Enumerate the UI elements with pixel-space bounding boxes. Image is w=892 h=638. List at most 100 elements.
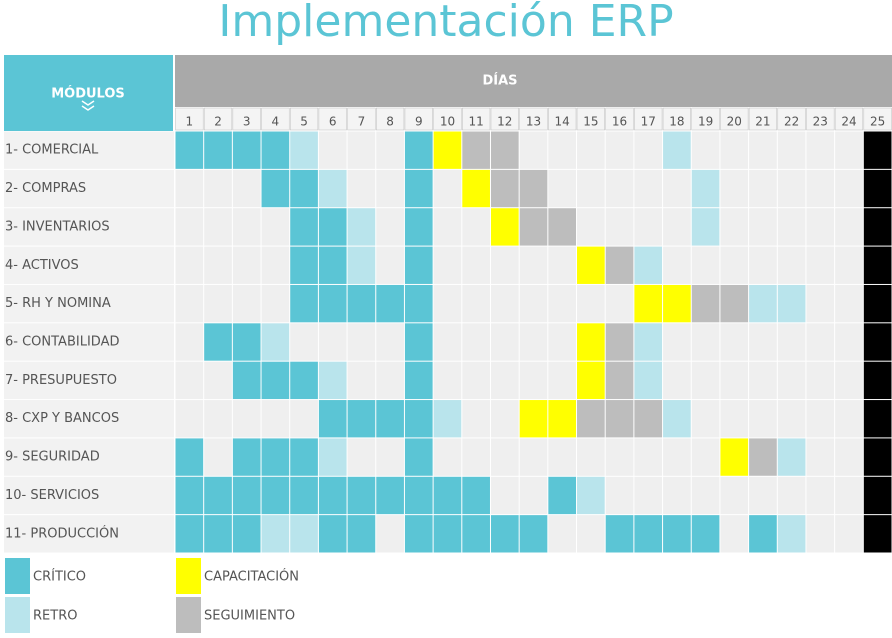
schedule-cell — [806, 169, 835, 208]
schedule-cell — [433, 131, 462, 169]
schedule-cell — [577, 323, 605, 361]
schedule-cell — [605, 323, 634, 361]
schedule-cell — [232, 400, 261, 438]
schedule-cell — [605, 131, 634, 169]
schedule-cell — [663, 284, 691, 323]
row-label: 7- PRESUPUESTO — [5, 373, 117, 388]
schedule-cell — [749, 400, 777, 438]
schedule-cell — [490, 438, 519, 476]
schedule-cell — [232, 323, 261, 361]
legend-label: RETRO — [33, 609, 77, 624]
schedule-cell — [433, 476, 462, 515]
schedule-cell — [175, 476, 204, 515]
schedule-cell — [204, 400, 232, 438]
schedule-cell — [490, 169, 519, 208]
schedule-cell — [863, 323, 892, 361]
schedule-cell — [204, 323, 232, 361]
day-number: 9 — [415, 115, 423, 129]
schedule-cell — [175, 246, 204, 284]
schedule-cell — [290, 323, 318, 361]
schedule-cell — [720, 400, 749, 438]
schedule-cell — [290, 169, 318, 208]
row-label: 2- COMPRAS — [5, 181, 86, 196]
schedule-cell — [404, 169, 433, 208]
schedule-cell — [835, 169, 863, 208]
schedule-cell — [462, 323, 490, 361]
schedule-cell — [835, 246, 863, 284]
schedule-cell — [290, 361, 318, 400]
schedule-cell — [663, 438, 691, 476]
schedule-cell — [290, 438, 318, 476]
schedule-cell — [519, 515, 548, 553]
day-number: 4 — [272, 115, 280, 129]
day-number: 16 — [612, 115, 627, 129]
day-number: 23 — [813, 115, 828, 129]
schedule-cell — [720, 169, 749, 208]
schedule-cell — [376, 438, 404, 476]
schedule-cell — [290, 476, 318, 515]
schedule-cell — [175, 400, 204, 438]
schedule-cell — [605, 361, 634, 400]
day-cell — [834, 107, 864, 131]
day-cell — [634, 107, 663, 131]
day-number: 14 — [555, 115, 570, 129]
schedule-cell — [691, 169, 720, 208]
day-number: 3 — [243, 115, 251, 129]
row-label-bg — [4, 284, 174, 323]
schedule-cell — [261, 476, 290, 515]
schedule-cell — [318, 476, 347, 515]
schedule-cell — [204, 361, 232, 400]
schedule-cell — [232, 131, 261, 169]
schedule-cell — [605, 208, 634, 246]
schedule-cell — [863, 400, 892, 438]
schedule-cell — [204, 476, 232, 515]
day-number: 20 — [727, 115, 742, 129]
schedule-cell — [376, 131, 404, 169]
schedule-cell — [376, 323, 404, 361]
schedule-cell — [347, 438, 376, 476]
day-number: 1 — [186, 115, 194, 129]
schedule-cell — [577, 284, 605, 323]
schedule-cell — [806, 323, 835, 361]
schedule-cell — [290, 246, 318, 284]
schedule-cell — [519, 323, 548, 361]
schedule-cell — [232, 361, 261, 400]
schedule-cell — [347, 515, 376, 553]
days-label: DÍAS — [482, 73, 517, 89]
schedule-cell — [290, 131, 318, 169]
chevron-icon — [81, 100, 95, 111]
schedule-cell — [318, 208, 347, 246]
schedule-cell — [519, 438, 548, 476]
schedule-cell — [777, 438, 806, 476]
day-cell — [462, 107, 491, 131]
schedule-cell — [577, 438, 605, 476]
row-label: 10- SERVICIOS — [5, 488, 99, 503]
schedule-cell — [290, 400, 318, 438]
schedule-cell — [835, 438, 863, 476]
schedule-cell — [835, 284, 863, 323]
schedule-cell — [691, 515, 720, 553]
schedule-cell — [462, 438, 490, 476]
schedule-cell — [720, 323, 749, 361]
schedule-cell — [232, 169, 261, 208]
schedule-cell — [490, 208, 519, 246]
schedule-cell — [175, 438, 204, 476]
schedule-cell — [777, 169, 806, 208]
schedule-cell — [433, 284, 462, 323]
day-cell — [318, 107, 347, 131]
schedule-cell — [347, 246, 376, 284]
schedule-cell — [634, 208, 663, 246]
schedule-cell — [548, 361, 577, 400]
schedule-cell — [605, 284, 634, 323]
day-cell — [691, 107, 720, 131]
schedule-cell — [490, 323, 519, 361]
schedule-cell — [548, 208, 577, 246]
schedule-cell — [232, 515, 261, 553]
day-number: 21 — [755, 115, 770, 129]
day-cell — [662, 107, 691, 131]
schedule-cell — [777, 284, 806, 323]
schedule-cell — [347, 131, 376, 169]
schedule-cell — [347, 208, 376, 246]
day-cell — [548, 107, 577, 131]
schedule-cell — [691, 361, 720, 400]
